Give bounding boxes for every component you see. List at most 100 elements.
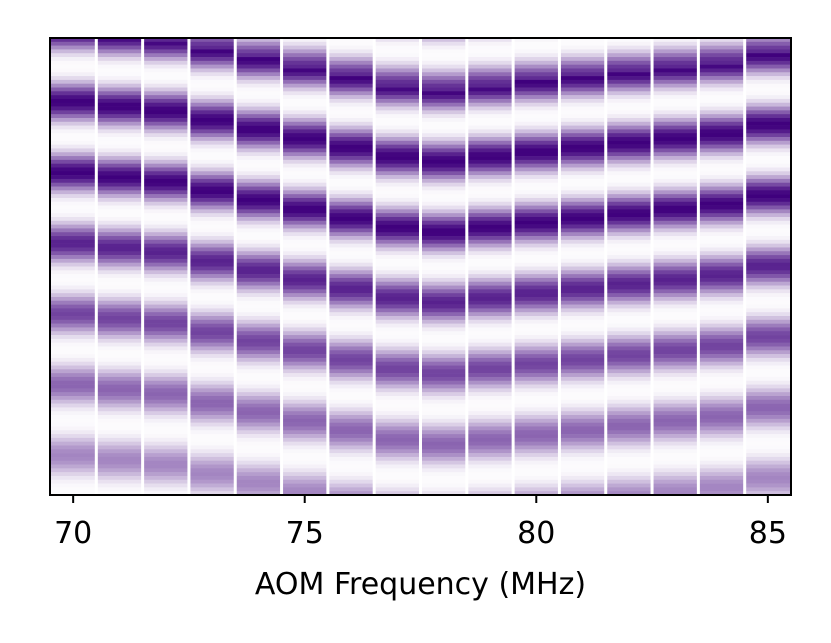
heatmap-cell — [698, 483, 745, 488]
heatmap-cell — [96, 220, 143, 225]
heatmap-cell — [652, 201, 699, 206]
heatmap-cell — [652, 422, 699, 427]
heatmap-cell — [559, 53, 607, 58]
heatmap-cell — [744, 399, 791, 404]
heatmap-cell — [96, 213, 143, 218]
heatmap-cell — [374, 197, 421, 203]
heatmap-cell — [188, 41, 236, 46]
heatmap-cell — [188, 361, 236, 366]
heatmap-cell — [50, 91, 97, 96]
heatmap-cell — [96, 60, 143, 65]
column-separators — [94, 38, 747, 495]
heatmap-cell — [50, 403, 97, 408]
heatmap-cell — [142, 335, 190, 340]
heatmap-cell — [698, 456, 745, 462]
heatmap-cell — [513, 255, 560, 260]
heatmap-cell — [605, 350, 653, 355]
x-axis-tick-labels: 70 75 80 85 — [54, 516, 787, 551]
heatmap-cell — [420, 464, 468, 469]
heatmap-cell — [513, 197, 560, 203]
heatmap-cell — [142, 45, 190, 50]
heatmap-cell — [142, 422, 190, 427]
heatmap-cell — [327, 68, 375, 73]
heatmap-cell — [50, 144, 97, 149]
heatmap-cell — [466, 392, 514, 397]
heatmap-cell — [744, 403, 791, 408]
heatmap-cell — [652, 194, 699, 199]
heatmap-cell — [652, 163, 699, 168]
heatmap-cell — [420, 300, 468, 305]
heatmap-cell — [420, 376, 468, 382]
heatmap-cell — [281, 392, 329, 397]
heatmap-cell — [50, 434, 97, 439]
heatmap-cell — [188, 114, 236, 119]
heatmap-cell — [96, 369, 143, 374]
heatmap-cell — [327, 354, 375, 359]
heatmap-cell — [96, 266, 143, 271]
heatmap-cell — [744, 312, 791, 317]
heatmap-cell — [281, 312, 329, 317]
heatmap-cell — [374, 64, 421, 69]
heatmap-cell — [466, 376, 514, 382]
heatmap-cell — [605, 296, 653, 302]
heatmap-cell — [420, 361, 468, 366]
heatmap-cell — [50, 236, 97, 241]
heatmap-cell — [466, 60, 514, 65]
heatmap-cell — [327, 293, 375, 298]
heatmap-cell — [559, 175, 607, 180]
heatmap-cell — [96, 190, 143, 195]
heatmap-cell — [374, 327, 421, 332]
heatmap-cell — [235, 285, 282, 290]
heatmap-cell — [559, 365, 607, 370]
heatmap-cell — [605, 110, 653, 115]
heatmap-cell — [559, 422, 607, 427]
heatmap-cell — [605, 449, 653, 454]
heatmap-cell — [50, 220, 97, 225]
heatmap-cell — [142, 163, 190, 168]
heatmap-cell — [605, 205, 653, 210]
heatmap-cell — [374, 456, 421, 462]
heatmap-cell — [513, 399, 560, 404]
heatmap-cell — [466, 441, 514, 446]
heatmap-cell — [281, 483, 329, 488]
heatmap-cell — [142, 228, 190, 233]
heatmap-cell — [513, 415, 560, 420]
heatmap-cell — [513, 323, 560, 328]
heatmap-cell — [96, 171, 143, 176]
heatmap-cell — [50, 346, 97, 351]
heatmap-cell — [698, 186, 745, 191]
heatmap-cell — [466, 87, 514, 92]
heatmap-cell — [605, 152, 653, 157]
heatmap-cell — [188, 102, 236, 107]
heatmap-cell — [605, 335, 653, 340]
heatmap-cell — [466, 163, 514, 168]
heatmap-cell — [420, 79, 468, 84]
heatmap-cell — [235, 422, 282, 427]
heatmap-cell — [281, 384, 329, 389]
heatmap-cell — [327, 384, 375, 389]
heatmap-cell — [698, 441, 745, 446]
heatmap-cell — [559, 133, 607, 138]
heatmap-cell — [652, 148, 699, 153]
heatmap-cell — [281, 163, 329, 168]
heatmap-cell — [513, 335, 560, 340]
heatmap-cell — [235, 384, 282, 389]
heatmap-cell — [559, 232, 607, 237]
heatmap-cell — [420, 323, 468, 328]
heatmap-cell — [698, 194, 745, 199]
heatmap-cell — [420, 129, 468, 134]
heatmap-cell — [466, 475, 514, 481]
heatmap-cell — [744, 475, 791, 481]
heatmap-cell — [50, 72, 97, 77]
heatmap-cell — [188, 434, 236, 439]
heatmap-cell — [327, 434, 375, 439]
heatmap-cell — [327, 323, 375, 328]
heatmap-cell — [559, 258, 607, 263]
x-axis-ticks — [72, 495, 769, 503]
heatmap-cell — [50, 79, 97, 84]
heatmap-cell — [605, 472, 653, 477]
heatmap-cell — [235, 293, 282, 298]
heatmap-cell — [50, 407, 97, 412]
heatmap-cell — [96, 388, 143, 393]
heatmap-cell — [142, 213, 190, 218]
